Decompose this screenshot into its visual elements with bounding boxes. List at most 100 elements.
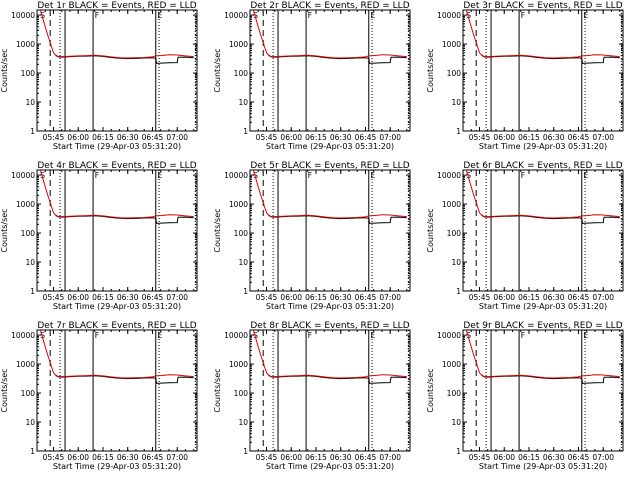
marker-label: E xyxy=(583,171,588,180)
y-tick-label: 10 xyxy=(25,258,35,267)
marker-label: E xyxy=(583,11,588,20)
x-tick-label: 06:30 xyxy=(117,453,139,462)
x-tick-label: 06:00 xyxy=(67,453,89,462)
plot-frame xyxy=(36,169,198,292)
x-axis-label: Start Time (29-Apr-03 05:31:20) xyxy=(266,142,394,151)
plot-frame xyxy=(249,169,411,292)
panel-7: Det 7r BLACK = Events, RED = LLD 1 10 100 10… xyxy=(0,321,198,471)
panel-title: Det 1r BLACK = Events, RED = LLD xyxy=(37,1,196,11)
marker-label: S xyxy=(466,11,471,20)
plot-frame xyxy=(249,9,411,132)
x-axis-label: Start Time (29-Apr-03 05:31:20) xyxy=(479,142,607,151)
marker-label: S xyxy=(253,11,258,20)
x-tick-label: 06:00 xyxy=(493,293,515,302)
x-tick-label: 05:45 xyxy=(256,133,278,142)
panel-title: Det 7r BLACK = Events, RED = LLD xyxy=(37,321,196,331)
y-tick-label: 10000 xyxy=(437,171,461,180)
x-tick-label: 06:45 xyxy=(568,453,590,462)
x-tick-label: 06:15 xyxy=(305,293,327,302)
y-tick-label: 1 xyxy=(243,287,248,296)
x-tick-label: 05:45 xyxy=(43,133,65,142)
x-tick-label: 05:45 xyxy=(43,293,65,302)
panel-8: Det 8r BLACK = Events, RED = LLD 1 10 100 10… xyxy=(213,321,411,471)
y-tick-label: 10000 xyxy=(224,331,248,340)
y-tick-label: 1000 xyxy=(442,360,461,369)
marker-label: E xyxy=(370,331,375,340)
plot-frame xyxy=(462,169,624,292)
marker-label: E xyxy=(370,171,375,180)
y-tick-label: 100 xyxy=(21,229,36,238)
x-tick-label: 06:00 xyxy=(493,133,515,142)
x-tick-label: 06:45 xyxy=(355,133,377,142)
x-tick-label: 07:00 xyxy=(592,133,614,142)
y-tick-label: 10 xyxy=(451,98,461,107)
y-tick-label: 10 xyxy=(238,258,248,267)
y-tick-label: 10000 xyxy=(224,11,248,20)
marker-label: E xyxy=(370,11,375,20)
x-tick-label: 07:00 xyxy=(592,453,614,462)
panel-4: Det 4r BLACK = Events, RED = LLD 1 10 100 10… xyxy=(0,161,198,311)
y-tick-label: 1 xyxy=(456,447,461,456)
marker-label: S xyxy=(40,11,45,20)
y-tick-label: 1 xyxy=(30,447,35,456)
x-tick-label: 05:45 xyxy=(469,133,491,142)
x-axis-label: Start Time (29-Apr-03 05:31:20) xyxy=(53,462,181,471)
y-tick-label: 1 xyxy=(243,447,248,456)
marker-label: F xyxy=(521,331,525,340)
x-tick-label: 06:15 xyxy=(92,133,114,142)
y-tick-label: 100 xyxy=(234,69,249,78)
y-tick-label: 1 xyxy=(30,287,35,296)
y-axis-label: Counts/sec xyxy=(213,48,222,92)
y-tick-label: 1000 xyxy=(229,360,248,369)
marker-label: S xyxy=(253,331,258,340)
x-axis-label: Start Time (29-Apr-03 05:31:20) xyxy=(479,302,607,311)
x-tick-label: 06:15 xyxy=(92,453,114,462)
x-tick-label: 06:00 xyxy=(67,133,89,142)
x-tick-label: 06:45 xyxy=(142,293,164,302)
y-tick-label: 1 xyxy=(456,127,461,136)
y-axis-label: Counts/sec xyxy=(0,368,9,412)
plot-frame xyxy=(462,9,624,132)
y-tick-label: 10 xyxy=(451,418,461,427)
x-axis-label: Start Time (29-Apr-03 05:31:20) xyxy=(266,462,394,471)
marker-label: E xyxy=(157,11,162,20)
y-tick-label: 100 xyxy=(234,389,249,398)
marker-label: F xyxy=(95,171,99,180)
y-tick-label: 10 xyxy=(238,98,248,107)
y-tick-label: 1 xyxy=(456,287,461,296)
x-tick-label: 07:00 xyxy=(592,293,614,302)
y-tick-label: 100 xyxy=(447,389,462,398)
y-tick-label: 1000 xyxy=(442,200,461,209)
x-tick-label: 06:30 xyxy=(330,133,352,142)
y-axis-label: Counts/sec xyxy=(0,208,9,252)
y-tick-label: 10 xyxy=(25,98,35,107)
x-tick-label: 06:00 xyxy=(67,293,89,302)
marker-label: E xyxy=(583,331,588,340)
y-axis-label: Counts/sec xyxy=(213,368,222,412)
x-tick-label: 06:15 xyxy=(518,133,540,142)
y-axis-label: Counts/sec xyxy=(426,48,435,92)
x-tick-label: 06:30 xyxy=(543,293,565,302)
x-tick-label: 06:00 xyxy=(493,453,515,462)
x-tick-label: 06:00 xyxy=(280,453,302,462)
marker-label: F xyxy=(308,331,312,340)
x-tick-label: 07:00 xyxy=(379,453,401,462)
y-tick-label: 1000 xyxy=(229,200,248,209)
x-tick-label: 06:15 xyxy=(92,293,114,302)
y-tick-label: 100 xyxy=(21,69,36,78)
panel-title: Det 5r BLACK = Events, RED = LLD xyxy=(250,161,409,171)
series-lld-line xyxy=(39,330,194,379)
x-tick-label: 06:45 xyxy=(355,453,377,462)
x-tick-label: 06:15 xyxy=(305,453,327,462)
x-axis-label: Start Time (29-Apr-03 05:31:20) xyxy=(53,302,181,311)
marker-label: F xyxy=(308,171,312,180)
y-axis-label: Counts/sec xyxy=(426,368,435,412)
marker-label: F xyxy=(521,171,525,180)
x-axis-label: Start Time (29-Apr-03 05:31:20) xyxy=(53,142,181,151)
marker-label: S xyxy=(40,171,45,180)
marker-label: S xyxy=(253,171,258,180)
panel-title: Det 2r BLACK = Events, RED = LLD xyxy=(250,1,409,11)
y-tick-label: 10 xyxy=(25,418,35,427)
panel-9: Det 9r BLACK = Events, RED = LLD 1 10 100 10… xyxy=(426,321,624,471)
